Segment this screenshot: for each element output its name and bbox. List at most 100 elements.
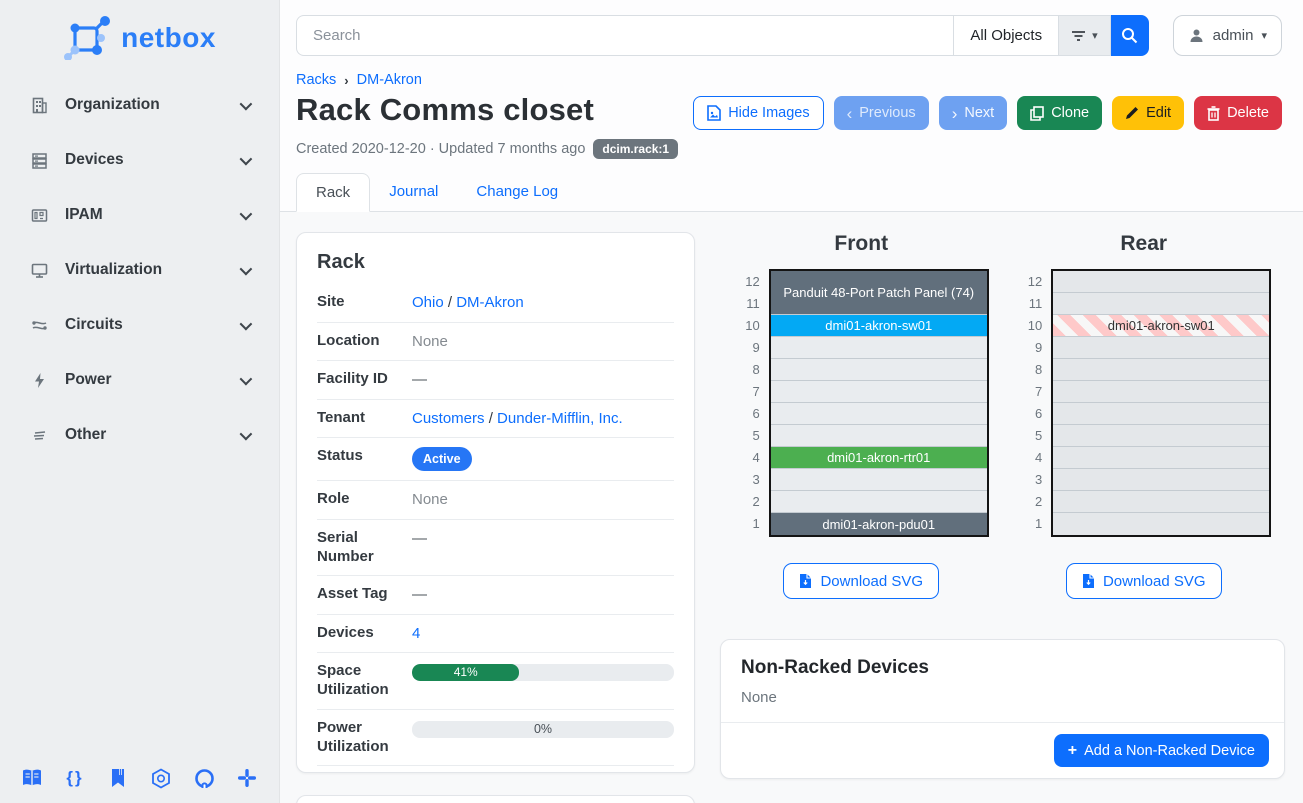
- download-svg-rear-button[interactable]: Download SVG: [1066, 563, 1222, 599]
- tab-change-log[interactable]: Change Log: [457, 173, 577, 211]
- unit-number: 4: [1016, 447, 1042, 469]
- delete-button[interactable]: Delete: [1194, 96, 1282, 130]
- space-utilization-fill: 41%: [412, 664, 519, 681]
- role-value: None: [412, 490, 674, 510]
- unit-number: 1: [734, 513, 760, 535]
- rack-device[interactable]: Panduit 48-Port Patch Panel (74): [771, 271, 987, 315]
- sidebar-item-label: Organization: [65, 96, 160, 114]
- delete-label: Delete: [1227, 105, 1269, 121]
- sidebar-item-other[interactable]: Other: [0, 416, 279, 454]
- serial-number-value: —: [412, 529, 674, 549]
- site-link[interactable]: Ohio: [412, 294, 444, 311]
- rack-unit-empty[interactable]: [771, 381, 987, 403]
- field-label: Location: [317, 332, 412, 351]
- rack-elevations: Front 121110987654321 Panduit 48-Port Pa…: [720, 232, 1285, 599]
- rack-unit-blocked: [1053, 359, 1269, 381]
- github-icon[interactable]: [193, 767, 215, 789]
- rack-device[interactable]: dmi01-akron-sw01: [771, 315, 987, 337]
- rack-unit-blocked: [1053, 491, 1269, 513]
- user-menu[interactable]: admin ▾: [1173, 15, 1282, 56]
- netbox-logo[interactable]: netbox: [0, 0, 279, 64]
- rack-unit-empty[interactable]: [771, 491, 987, 513]
- power-utilization-bar: 0%: [412, 721, 674, 738]
- search-input[interactable]: [296, 15, 953, 56]
- sidebar-item-circuits[interactable]: Circuits: [0, 306, 279, 344]
- sidebar-item-label: Virtualization: [65, 261, 162, 279]
- right-column: Front 121110987654321 Panduit 48-Port Pa…: [720, 232, 1285, 803]
- tab-journal[interactable]: Journal: [370, 173, 457, 211]
- clone-label: Clone: [1051, 105, 1089, 121]
- rack-unit-empty[interactable]: [771, 469, 987, 491]
- unit-number: 9: [734, 337, 760, 359]
- rack-unit-blocked: [1053, 381, 1269, 403]
- rack-device[interactable]: dmi01-akron-sw01: [1053, 315, 1269, 337]
- download-svg-front-button[interactable]: Download SVG: [783, 563, 939, 599]
- unit-number: 3: [734, 469, 760, 491]
- unit-number: 6: [1016, 403, 1042, 425]
- object-meta: Created 2020-12-20 · Updated 7 months ag…: [280, 130, 1303, 159]
- circuits-icon: [30, 316, 48, 334]
- previous-button[interactable]: ‹ Previous: [834, 96, 929, 130]
- rack-device[interactable]: dmi01-akron-rtr01: [771, 447, 987, 469]
- sidebar-item-virtualization[interactable]: Virtualization: [0, 251, 279, 289]
- rack-details-panel: Rack Site Ohio / DM-Akron Location None …: [296, 232, 695, 773]
- breadcrumb-link-site[interactable]: DM-Akron: [357, 72, 422, 88]
- edit-button[interactable]: Edit: [1112, 96, 1184, 130]
- device-count-link[interactable]: 4: [412, 625, 420, 642]
- field-label: Power Utilization: [317, 719, 412, 757]
- field-row-tenant: Tenant Customers / Dunder-Mifflin, Inc.: [317, 400, 674, 439]
- filter-icon: [1071, 30, 1086, 42]
- unit-number: 10: [734, 315, 760, 337]
- tab-rack[interactable]: Rack: [296, 173, 370, 212]
- sidebar-item-power[interactable]: Power: [0, 361, 279, 399]
- rack-unit-empty[interactable]: [771, 337, 987, 359]
- unit-number: 2: [734, 491, 760, 513]
- file-download-icon: [1082, 573, 1095, 589]
- next-button[interactable]: › Next: [939, 96, 1008, 130]
- rack-unit-empty[interactable]: [771, 359, 987, 381]
- breadcrumb-link-racks[interactable]: Racks: [296, 72, 336, 88]
- docs-icon[interactable]: [21, 767, 43, 789]
- monitor-icon: [30, 261, 48, 279]
- tenant-link[interactable]: Dunder-Mifflin, Inc.: [497, 410, 623, 427]
- app-window: netbox Organization Devices: [0, 0, 1303, 803]
- sidebar-item-label: Devices: [65, 151, 124, 169]
- sidebar-item-devices[interactable]: Devices: [0, 141, 279, 179]
- rack-unit-empty[interactable]: [771, 403, 987, 425]
- rack-device[interactable]: dmi01-akron-pdu01: [771, 513, 987, 535]
- tenant-group-link[interactable]: Customers: [412, 410, 485, 427]
- file-image-icon: [707, 105, 721, 121]
- search-submit-button[interactable]: [1111, 15, 1149, 56]
- rack-unit-blocked: [1053, 447, 1269, 469]
- field-row-serial-number: Serial Number —: [317, 520, 674, 577]
- edit-label: Edit: [1146, 105, 1171, 121]
- building-icon: [30, 96, 48, 114]
- sidebar: netbox Organization Devices: [0, 0, 280, 803]
- rack-unit-empty[interactable]: [771, 425, 987, 447]
- unit-number: 3: [1016, 469, 1042, 491]
- chevron-right-icon: ›: [344, 73, 348, 88]
- unit-number: 8: [1016, 359, 1042, 381]
- created-updated-text: Created 2020-12-20 · Updated 7 months ag…: [296, 141, 585, 157]
- bookmark-icon[interactable]: [107, 767, 129, 789]
- object-type-button[interactable]: All Objects: [953, 15, 1059, 56]
- sidebar-item-label: Other: [65, 426, 106, 444]
- unit-number: 11: [1016, 293, 1042, 315]
- next-label: Next: [964, 105, 994, 121]
- add-non-racked-device-button[interactable]: + Add a Non-Racked Device: [1054, 734, 1269, 767]
- sidebar-item-organization[interactable]: Organization: [0, 86, 279, 124]
- asset-tag-value: —: [412, 585, 674, 605]
- clone-button[interactable]: Clone: [1017, 96, 1102, 130]
- content-area: Rack Site Ohio / DM-Akron Location None …: [280, 212, 1303, 803]
- unit-number: 7: [734, 381, 760, 403]
- search-filter-button[interactable]: ▾: [1059, 15, 1111, 56]
- ip-address-icon: [30, 206, 48, 224]
- code-braces-icon[interactable]: {}: [64, 767, 86, 789]
- site-group-link[interactable]: DM-Akron: [456, 294, 524, 311]
- slack-icon[interactable]: [236, 767, 258, 789]
- hexagon-icon[interactable]: [150, 767, 172, 789]
- field-row-site: Site Ohio / DM-Akron: [317, 284, 674, 323]
- field-row-devices: Devices 4: [317, 615, 674, 654]
- sidebar-item-ipam[interactable]: IPAM: [0, 196, 279, 234]
- hide-images-button[interactable]: Hide Images: [693, 96, 823, 130]
